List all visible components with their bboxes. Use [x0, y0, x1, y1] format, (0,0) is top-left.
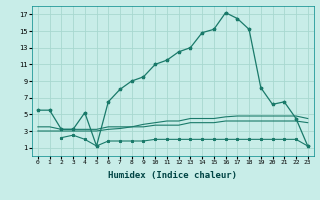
X-axis label: Humidex (Indice chaleur): Humidex (Indice chaleur)	[108, 171, 237, 180]
